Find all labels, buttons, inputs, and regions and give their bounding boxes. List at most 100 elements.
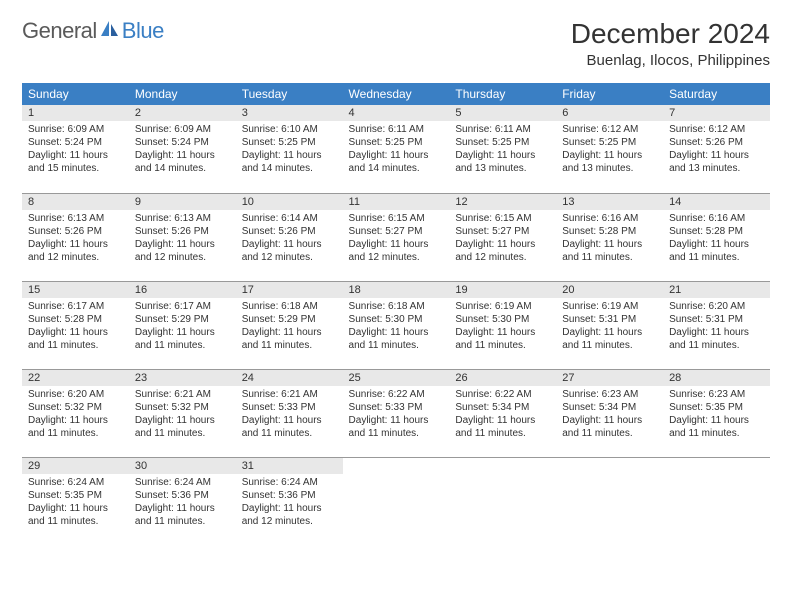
- daylight-text: Daylight: 11 hours and 13 minutes.: [669, 149, 764, 175]
- calendar-day-cell: 17Sunrise: 6:18 AMSunset: 5:29 PMDayligh…: [236, 281, 343, 369]
- sunset-text: Sunset: 5:35 PM: [28, 489, 123, 502]
- daylight-text: Daylight: 11 hours and 12 minutes.: [135, 238, 230, 264]
- calendar-day-cell: 15Sunrise: 6:17 AMSunset: 5:28 PMDayligh…: [22, 281, 129, 369]
- weekday-header: Friday: [556, 83, 663, 105]
- daylight-text: Daylight: 11 hours and 11 minutes.: [135, 326, 230, 352]
- day-details: Sunrise: 6:14 AMSunset: 5:26 PMDaylight:…: [236, 210, 343, 268]
- sunset-text: Sunset: 5:30 PM: [455, 313, 550, 326]
- sunrise-text: Sunrise: 6:14 AM: [242, 212, 337, 225]
- day-details: Sunrise: 6:22 AMSunset: 5:34 PMDaylight:…: [449, 386, 556, 444]
- daylight-text: Daylight: 11 hours and 13 minutes.: [562, 149, 657, 175]
- sunset-text: Sunset: 5:25 PM: [349, 136, 444, 149]
- sunset-text: Sunset: 5:34 PM: [562, 401, 657, 414]
- sunset-text: Sunset: 5:25 PM: [562, 136, 657, 149]
- sunrise-text: Sunrise: 6:22 AM: [349, 388, 444, 401]
- weekday-header: Tuesday: [236, 83, 343, 105]
- calendar-day-cell: 21Sunrise: 6:20 AMSunset: 5:31 PMDayligh…: [663, 281, 770, 369]
- day-details: Sunrise: 6:21 AMSunset: 5:32 PMDaylight:…: [129, 386, 236, 444]
- calendar-day-cell: 12Sunrise: 6:15 AMSunset: 5:27 PMDayligh…: [449, 193, 556, 281]
- sunrise-text: Sunrise: 6:19 AM: [455, 300, 550, 313]
- day-number: 20: [556, 282, 663, 298]
- sunrise-text: Sunrise: 6:11 AM: [349, 123, 444, 136]
- sunrise-text: Sunrise: 6:09 AM: [135, 123, 230, 136]
- sunrise-text: Sunrise: 6:19 AM: [562, 300, 657, 313]
- sunrise-text: Sunrise: 6:12 AM: [669, 123, 764, 136]
- title-block: December 2024 Buenlag, Ilocos, Philippin…: [571, 18, 770, 69]
- day-details: Sunrise: 6:19 AMSunset: 5:30 PMDaylight:…: [449, 298, 556, 356]
- calendar-day-cell: 14Sunrise: 6:16 AMSunset: 5:28 PMDayligh…: [663, 193, 770, 281]
- calendar-day-cell: [343, 457, 450, 545]
- sunrise-text: Sunrise: 6:21 AM: [242, 388, 337, 401]
- page-title: December 2024: [571, 18, 770, 50]
- sunrise-text: Sunrise: 6:13 AM: [135, 212, 230, 225]
- sunrise-text: Sunrise: 6:23 AM: [669, 388, 764, 401]
- day-number: 25: [343, 370, 450, 386]
- sunrise-text: Sunrise: 6:21 AM: [135, 388, 230, 401]
- day-number: 4: [343, 105, 450, 121]
- day-number: 26: [449, 370, 556, 386]
- sunrise-text: Sunrise: 6:20 AM: [28, 388, 123, 401]
- sunset-text: Sunset: 5:30 PM: [349, 313, 444, 326]
- calendar-day-cell: 4 Sunrise: 6:11 AMSunset: 5:25 PMDaylight…: [343, 105, 450, 193]
- day-number: 16: [129, 282, 236, 298]
- day-details: Sunrise: 6:20 AMSunset: 5:31 PMDaylight:…: [663, 298, 770, 356]
- day-number: 9: [129, 194, 236, 210]
- daylight-text: Daylight: 11 hours and 12 minutes.: [349, 238, 444, 264]
- day-details: Sunrise: 6:15 AMSunset: 5:27 PMDaylight:…: [449, 210, 556, 268]
- day-number: 21: [663, 282, 770, 298]
- daylight-text: Daylight: 11 hours and 11 minutes.: [562, 238, 657, 264]
- weekday-header: Saturday: [663, 83, 770, 105]
- calendar-day-cell: 30Sunrise: 6:24 AMSunset: 5:36 PMDayligh…: [129, 457, 236, 545]
- sunset-text: Sunset: 5:27 PM: [455, 225, 550, 238]
- sunset-text: Sunset: 5:29 PM: [135, 313, 230, 326]
- day-details: Sunrise: 6:10 AMSunset: 5:25 PMDaylight:…: [236, 121, 343, 179]
- calendar-day-cell: 27Sunrise: 6:23 AMSunset: 5:34 PMDayligh…: [556, 369, 663, 457]
- weekday-header: Wednesday: [343, 83, 450, 105]
- daylight-text: Daylight: 11 hours and 13 minutes.: [455, 149, 550, 175]
- daylight-text: Daylight: 11 hours and 12 minutes.: [455, 238, 550, 264]
- sunset-text: Sunset: 5:32 PM: [135, 401, 230, 414]
- calendar-day-cell: 10Sunrise: 6:14 AMSunset: 5:26 PMDayligh…: [236, 193, 343, 281]
- calendar-day-cell: 26Sunrise: 6:22 AMSunset: 5:34 PMDayligh…: [449, 369, 556, 457]
- sunset-text: Sunset: 5:25 PM: [455, 136, 550, 149]
- daylight-text: Daylight: 11 hours and 14 minutes.: [349, 149, 444, 175]
- sunset-text: Sunset: 5:35 PM: [669, 401, 764, 414]
- sunset-text: Sunset: 5:28 PM: [669, 225, 764, 238]
- calendar-day-cell: [663, 457, 770, 545]
- day-details: Sunrise: 6:18 AMSunset: 5:30 PMDaylight:…: [343, 298, 450, 356]
- calendar-day-cell: 1Sunrise: 6:09 AMSunset: 5:24 PMDaylight…: [22, 105, 129, 193]
- location-label: Buenlag, Ilocos, Philippines: [571, 52, 770, 69]
- day-details: Sunrise: 6:18 AMSunset: 5:29 PMDaylight:…: [236, 298, 343, 356]
- day-number: 8: [22, 194, 129, 210]
- calendar-day-cell: 11Sunrise: 6:15 AMSunset: 5:27 PMDayligh…: [343, 193, 450, 281]
- calendar-day-cell: 8Sunrise: 6:13 AMSunset: 5:26 PMDaylight…: [22, 193, 129, 281]
- day-number: 29: [22, 458, 129, 474]
- day-number: 13: [556, 194, 663, 210]
- calendar-day-cell: 28Sunrise: 6:23 AMSunset: 5:35 PMDayligh…: [663, 369, 770, 457]
- calendar-week-row: 8Sunrise: 6:13 AMSunset: 5:26 PMDaylight…: [22, 193, 770, 281]
- day-number: 7: [663, 105, 770, 121]
- daylight-text: Daylight: 11 hours and 11 minutes.: [669, 238, 764, 264]
- calendar-day-cell: 31Sunrise: 6:24 AMSunset: 5:36 PMDayligh…: [236, 457, 343, 545]
- sunrise-text: Sunrise: 6:16 AM: [669, 212, 764, 225]
- calendar-day-cell: 6Sunrise: 6:12 AMSunset: 5:25 PMDaylight…: [556, 105, 663, 193]
- day-number: 15: [22, 282, 129, 298]
- day-number: 24: [236, 370, 343, 386]
- day-details: Sunrise: 6:17 AMSunset: 5:28 PMDaylight:…: [22, 298, 129, 356]
- sunset-text: Sunset: 5:31 PM: [562, 313, 657, 326]
- sunrise-text: Sunrise: 6:15 AM: [349, 212, 444, 225]
- daylight-text: Daylight: 11 hours and 11 minutes.: [455, 414, 550, 440]
- calendar-day-cell: 29Sunrise: 6:24 AMSunset: 5:35 PMDayligh…: [22, 457, 129, 545]
- sail-icon: [101, 21, 119, 42]
- day-number: 19: [449, 282, 556, 298]
- sunset-text: Sunset: 5:31 PM: [669, 313, 764, 326]
- daylight-text: Daylight: 11 hours and 11 minutes.: [242, 414, 337, 440]
- sunrise-text: Sunrise: 6:10 AM: [242, 123, 337, 136]
- sunset-text: Sunset: 5:32 PM: [28, 401, 123, 414]
- sunset-text: Sunset: 5:28 PM: [562, 225, 657, 238]
- day-details: Sunrise: 6:12 AMSunset: 5:25 PMDaylight:…: [556, 121, 663, 179]
- weekday-header: Monday: [129, 83, 236, 105]
- logo-text-blue: Blue: [122, 18, 164, 44]
- sunrise-text: Sunrise: 6:24 AM: [135, 476, 230, 489]
- daylight-text: Daylight: 11 hours and 11 minutes.: [28, 502, 123, 528]
